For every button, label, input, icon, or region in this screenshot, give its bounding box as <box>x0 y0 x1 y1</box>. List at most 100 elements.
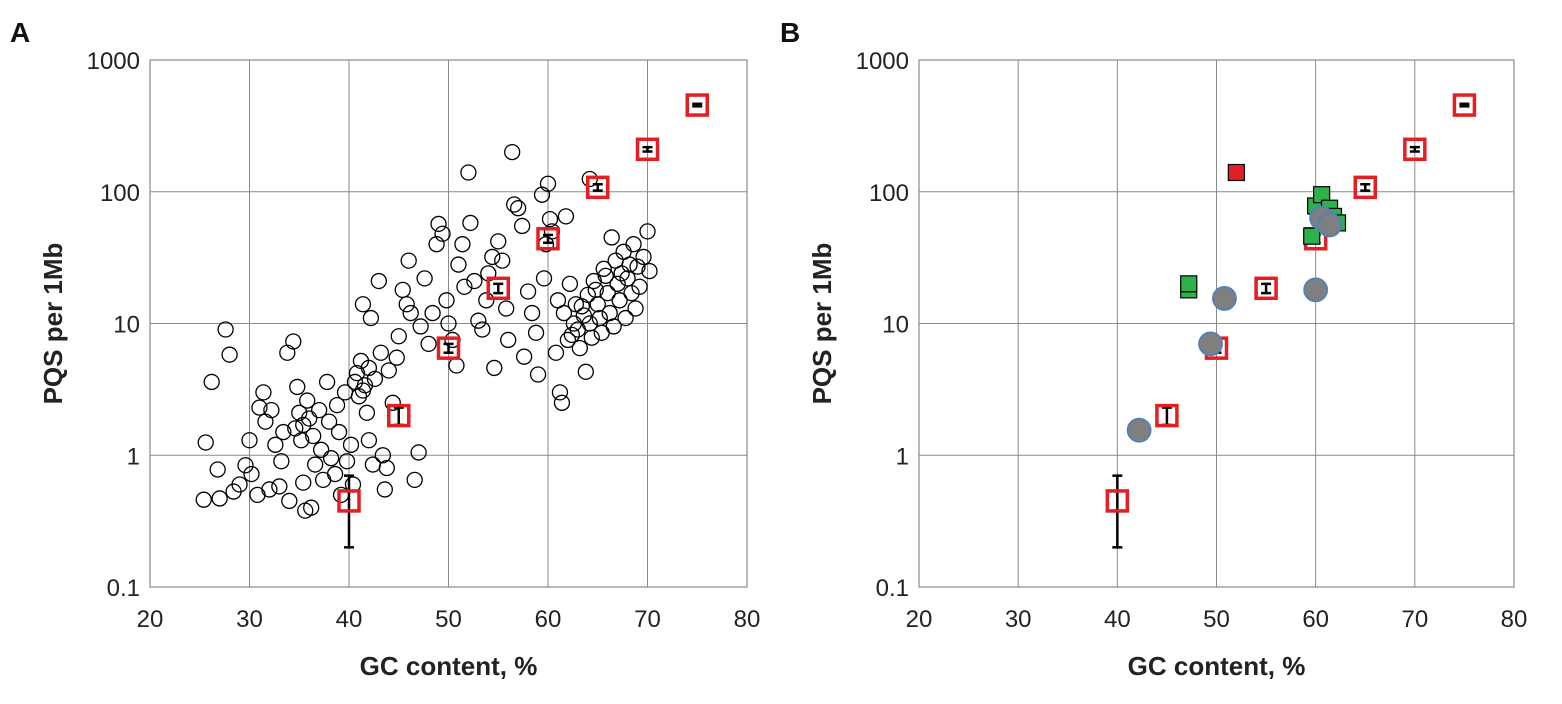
series-b-open-square <box>1105 93 1477 549</box>
point-a-open-circle-76 <box>416 270 433 287</box>
error-bar-b-3 <box>1261 282 1272 295</box>
point-a-open-circle-20 <box>273 453 290 470</box>
point-a-open-square-4 <box>536 226 560 251</box>
point-a-open-circle-37 <box>312 441 330 458</box>
point-a-open-circle-23 <box>281 492 298 510</box>
point-a-open-circle-160 <box>639 223 656 240</box>
point-a-open-circle-10 <box>241 432 258 449</box>
point-a-open-circle-78 <box>424 304 441 322</box>
point-a-open-circle-101 <box>500 331 517 349</box>
x-tick-label-b-1: 30 <box>1005 606 1032 633</box>
point-a-open-circle-11 <box>243 465 260 483</box>
point-a-open-circle-53 <box>354 296 372 313</box>
point-a-open-circle-57 <box>362 309 380 327</box>
x-tick-label-a-6: 80 <box>734 606 761 633</box>
point-a-open-circle-128 <box>571 339 588 357</box>
point-a-open-circle-24 <box>285 333 302 350</box>
point-a-open-circle-120 <box>555 304 573 322</box>
error-bar-b-5 <box>1360 183 1371 192</box>
point-a-open-circle-44 <box>330 423 348 441</box>
y-tick-label-b-3: 100 <box>869 180 909 207</box>
scatter-panel-a: 20 30 40 50 60 70 80 0.1 1 10 100 1000 GC content, %… <box>38 48 760 681</box>
point-a-open-circle-94 <box>478 292 495 309</box>
point-a-open-circle-165 <box>354 382 372 399</box>
point-b-open-square-7 <box>1452 93 1477 117</box>
point-a-open-circle-75 <box>412 318 429 335</box>
y-tick-label-a-4: 1000 <box>87 48 140 75</box>
point-a-open-circle-26 <box>289 378 306 396</box>
point-b-gray-circle-2 <box>1212 286 1237 311</box>
point-a-open-circle-167 <box>295 416 312 434</box>
point-a-open-circle-0 <box>195 491 212 508</box>
series-a-open-circle <box>195 143 658 519</box>
point-a-open-circle-99 <box>494 252 511 269</box>
point-a-open-square-1 <box>387 403 411 428</box>
point-a-open-circle-109 <box>527 324 545 341</box>
point-a-open-circle-69 <box>394 281 411 299</box>
y-tick-label-b-1: 1 <box>896 443 909 470</box>
x-tick-label-b-4: 60 <box>1302 606 1329 633</box>
point-a-open-circle-87 <box>454 236 471 253</box>
point-a-open-circle-159 <box>635 248 652 266</box>
point-a-open-circle-6 <box>221 346 238 363</box>
x-tick-label-a-2: 40 <box>336 606 363 633</box>
point-a-open-circle-108 <box>523 304 541 322</box>
error-bar-a-2 <box>443 342 454 354</box>
point-a-open-circle-91 <box>466 272 483 290</box>
point-a-open-circle-13 <box>251 399 268 416</box>
point-a-open-circle-161 <box>641 262 658 280</box>
point-a-open-circle-2 <box>203 373 220 391</box>
point-a-open-circle-142 <box>599 284 616 302</box>
point-a-open-circle-111 <box>533 186 551 203</box>
point-a-open-circle-19 <box>271 478 288 495</box>
error-bar-b-7 <box>1459 102 1470 108</box>
point-a-open-circle-137 <box>589 296 606 313</box>
point-a-open-circle-74 <box>410 444 427 461</box>
point-a-open-circle-5 <box>217 321 234 338</box>
error-bar-b-1 <box>1161 406 1172 427</box>
error-bar-a-4 <box>543 233 553 245</box>
y-tick-label-b-2: 10 <box>882 312 909 339</box>
point-a-open-circle-156 <box>627 300 644 317</box>
x-axis-label-a: GC content, % <box>360 651 538 681</box>
point-a-open-circle-71 <box>400 252 417 269</box>
point-a-open-circle-157 <box>629 258 646 275</box>
point-a-open-circle-61 <box>372 344 389 361</box>
point-a-open-circle-112 <box>535 270 553 287</box>
panel-letter-b: B <box>780 17 800 48</box>
point-a-open-circle-147 <box>609 275 626 292</box>
point-a-open-circle-134 <box>583 329 600 346</box>
point-a-open-circle-22 <box>279 344 296 361</box>
point-a-open-circle-122 <box>559 331 577 349</box>
point-a-open-circle-29 <box>295 474 312 491</box>
point-a-open-circle-100 <box>498 300 515 317</box>
point-a-open-circle-58 <box>364 456 382 473</box>
error-bar-a-7 <box>692 102 703 108</box>
point-b-open-square-1 <box>1155 403 1179 428</box>
point-a-open-circle-97 <box>486 359 503 377</box>
point-a-open-circle-96 <box>484 248 501 266</box>
x-tick-label-b-6: 80 <box>1501 606 1528 633</box>
point-a-open-circle-1 <box>197 434 214 451</box>
point-a-open-square-6 <box>635 137 660 162</box>
point-b-gray-circle-5 <box>1317 212 1342 238</box>
x-tick-label-a-4: 60 <box>535 606 562 633</box>
point-b-open-square-0 <box>1105 489 1130 513</box>
point-a-open-circle-55 <box>358 404 376 421</box>
point-b-open-square-6 <box>1403 137 1427 162</box>
series-b-gray-circle <box>1126 205 1342 443</box>
point-a-open-circle-88 <box>456 278 473 295</box>
point-a-open-circle-132 <box>579 286 596 303</box>
point-a-open-circle-139 <box>593 324 610 341</box>
point-a-open-circle-31 <box>299 392 316 409</box>
error-bar-b-6 <box>1409 145 1420 153</box>
point-a-open-circle-70 <box>398 296 415 313</box>
point-a-open-circle-73 <box>406 471 423 489</box>
point-a-open-circle-86 <box>450 256 467 273</box>
x-axis-label-b: GC content, % <box>1128 651 1306 681</box>
point-a-open-circle-121 <box>557 208 575 225</box>
point-a-open-circle-98 <box>490 233 507 250</box>
point-a-open-circle-43 <box>328 397 346 414</box>
point-a-open-circle-56 <box>360 432 378 449</box>
